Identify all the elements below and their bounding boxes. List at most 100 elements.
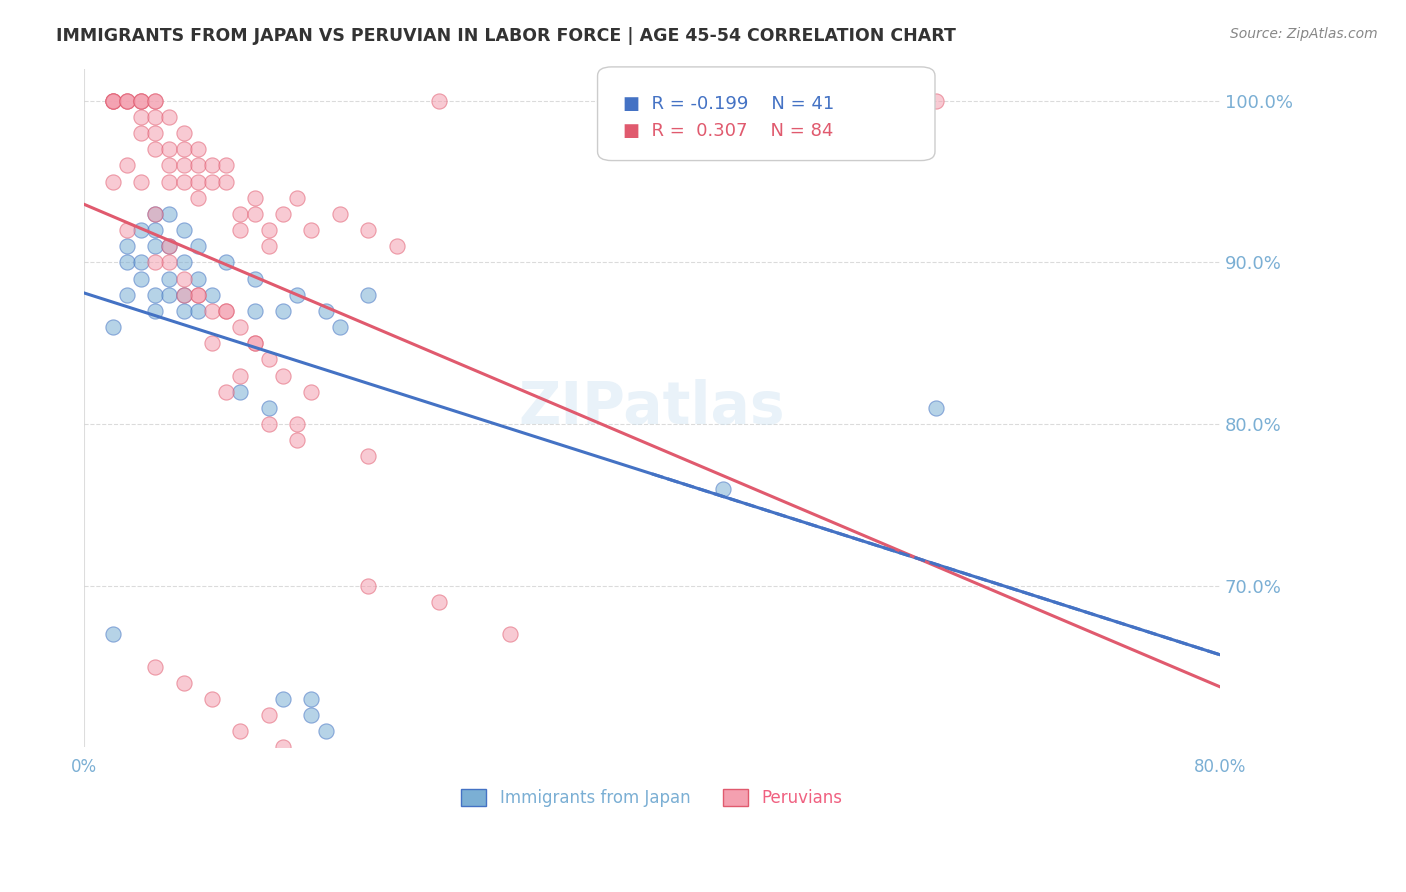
Point: [357, 223, 380, 237]
Point: [187, 287, 209, 301]
Point: [285, 191, 308, 205]
Point: [243, 336, 266, 351]
Point: [159, 175, 181, 189]
Point: [173, 142, 195, 156]
Point: [243, 304, 266, 318]
Point: [215, 304, 238, 318]
Point: [143, 659, 166, 673]
Point: [299, 691, 322, 706]
Point: [499, 627, 522, 641]
Point: [159, 239, 181, 253]
Point: [711, 482, 734, 496]
Point: [159, 255, 181, 269]
Point: [173, 159, 195, 173]
Point: [187, 191, 209, 205]
Point: [173, 126, 195, 140]
Point: [329, 320, 352, 334]
Point: [143, 110, 166, 124]
Point: [285, 287, 308, 301]
Point: [215, 159, 238, 173]
Point: [101, 94, 124, 108]
Point: [187, 239, 209, 253]
Point: [271, 740, 294, 755]
Point: [201, 304, 224, 318]
Point: [215, 255, 238, 269]
Point: [129, 126, 152, 140]
Point: [229, 207, 252, 221]
Point: [243, 191, 266, 205]
Point: [173, 271, 195, 285]
Point: [143, 207, 166, 221]
Point: [257, 401, 280, 415]
Point: [115, 94, 138, 108]
Point: [187, 271, 209, 285]
Point: [315, 724, 337, 739]
Point: [229, 724, 252, 739]
Point: [243, 336, 266, 351]
Text: Source: ZipAtlas.com: Source: ZipAtlas.com: [1230, 27, 1378, 41]
Point: [215, 175, 238, 189]
Point: [201, 175, 224, 189]
Point: [115, 239, 138, 253]
Point: [173, 287, 195, 301]
Point: [201, 159, 224, 173]
Point: [271, 304, 294, 318]
Point: [357, 287, 380, 301]
Point: [271, 691, 294, 706]
Point: [215, 384, 238, 399]
Point: [115, 287, 138, 301]
Point: [143, 94, 166, 108]
Point: [101, 175, 124, 189]
Point: [101, 94, 124, 108]
Point: [187, 175, 209, 189]
Point: [129, 271, 152, 285]
Point: [101, 320, 124, 334]
Point: [173, 304, 195, 318]
Point: [115, 223, 138, 237]
Point: [201, 287, 224, 301]
Point: [271, 368, 294, 383]
Point: [299, 223, 322, 237]
Point: [173, 287, 195, 301]
Point: [215, 304, 238, 318]
Point: [285, 417, 308, 431]
Point: [129, 94, 152, 108]
Legend: Immigrants from Japan, Peruvians: Immigrants from Japan, Peruvians: [454, 782, 849, 814]
Point: [101, 627, 124, 641]
Point: [101, 94, 124, 108]
Point: [925, 94, 948, 108]
Point: [257, 223, 280, 237]
Point: [257, 352, 280, 367]
Text: ■  R =  0.307    N = 84: ■ R = 0.307 N = 84: [623, 122, 834, 140]
Point: [143, 255, 166, 269]
Text: IMMIGRANTS FROM JAPAN VS PERUVIAN IN LABOR FORCE | AGE 45-54 CORRELATION CHART: IMMIGRANTS FROM JAPAN VS PERUVIAN IN LAB…: [56, 27, 956, 45]
Point: [143, 239, 166, 253]
Point: [129, 94, 152, 108]
Point: [299, 708, 322, 723]
Point: [357, 450, 380, 464]
Point: [201, 691, 224, 706]
Point: [243, 271, 266, 285]
Point: [143, 223, 166, 237]
Point: [115, 94, 138, 108]
Point: [143, 142, 166, 156]
Point: [159, 142, 181, 156]
Point: [271, 207, 294, 221]
Point: [143, 207, 166, 221]
Point: [115, 159, 138, 173]
Point: [129, 223, 152, 237]
Point: [257, 417, 280, 431]
Point: [187, 159, 209, 173]
Point: [329, 207, 352, 221]
Text: ■  R = -0.199    N = 41: ■ R = -0.199 N = 41: [623, 95, 834, 113]
Point: [101, 94, 124, 108]
Point: [925, 401, 948, 415]
Point: [143, 304, 166, 318]
Point: [427, 595, 450, 609]
Point: [285, 434, 308, 448]
Point: [159, 271, 181, 285]
Point: [143, 126, 166, 140]
Point: [129, 110, 152, 124]
Point: [159, 287, 181, 301]
Point: [129, 255, 152, 269]
